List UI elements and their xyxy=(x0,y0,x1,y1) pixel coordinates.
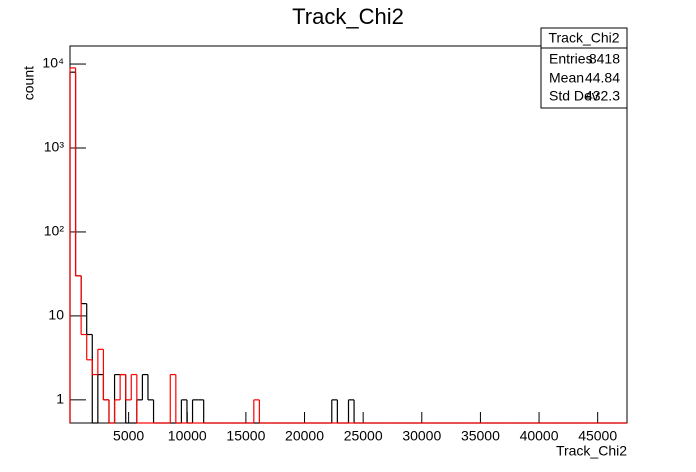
stats-box xyxy=(540,27,628,109)
chart-title: Track_Chi2 xyxy=(292,4,404,29)
stats-label: Mean xyxy=(549,70,584,86)
x-tick-label: 20000 xyxy=(285,428,324,444)
y-tick-label: 10³ xyxy=(44,139,65,155)
stats-value: 44.84 xyxy=(585,70,620,86)
x-tick-label: 25000 xyxy=(344,428,383,444)
x-tick-label: 30000 xyxy=(402,428,441,444)
stats-value: 432.3 xyxy=(585,88,620,104)
histogram-outline xyxy=(69,67,260,423)
y-tick-label: 1 xyxy=(56,391,64,407)
stats-label: Entries xyxy=(549,51,593,67)
stats-label: Std Dev xyxy=(549,88,599,104)
x-axis-title: Track_Chi2 xyxy=(556,443,627,459)
y-tick-label: 10² xyxy=(44,223,65,239)
x-tick-label: 15000 xyxy=(226,428,265,444)
stats-value: 8418 xyxy=(589,51,620,67)
x-tick-label: 40000 xyxy=(520,428,559,444)
x-tick-label: 10000 xyxy=(168,428,207,444)
x-tick-label: 5000 xyxy=(113,428,144,444)
stats-title: Track_Chi2 xyxy=(548,30,619,46)
y-axis-title: count xyxy=(21,66,37,100)
x-tick-label: 35000 xyxy=(461,428,500,444)
x-tick-label: 45000 xyxy=(578,428,617,444)
y-tick-label: 10 xyxy=(48,307,64,323)
y-tick-label: 10⁴ xyxy=(42,55,64,71)
